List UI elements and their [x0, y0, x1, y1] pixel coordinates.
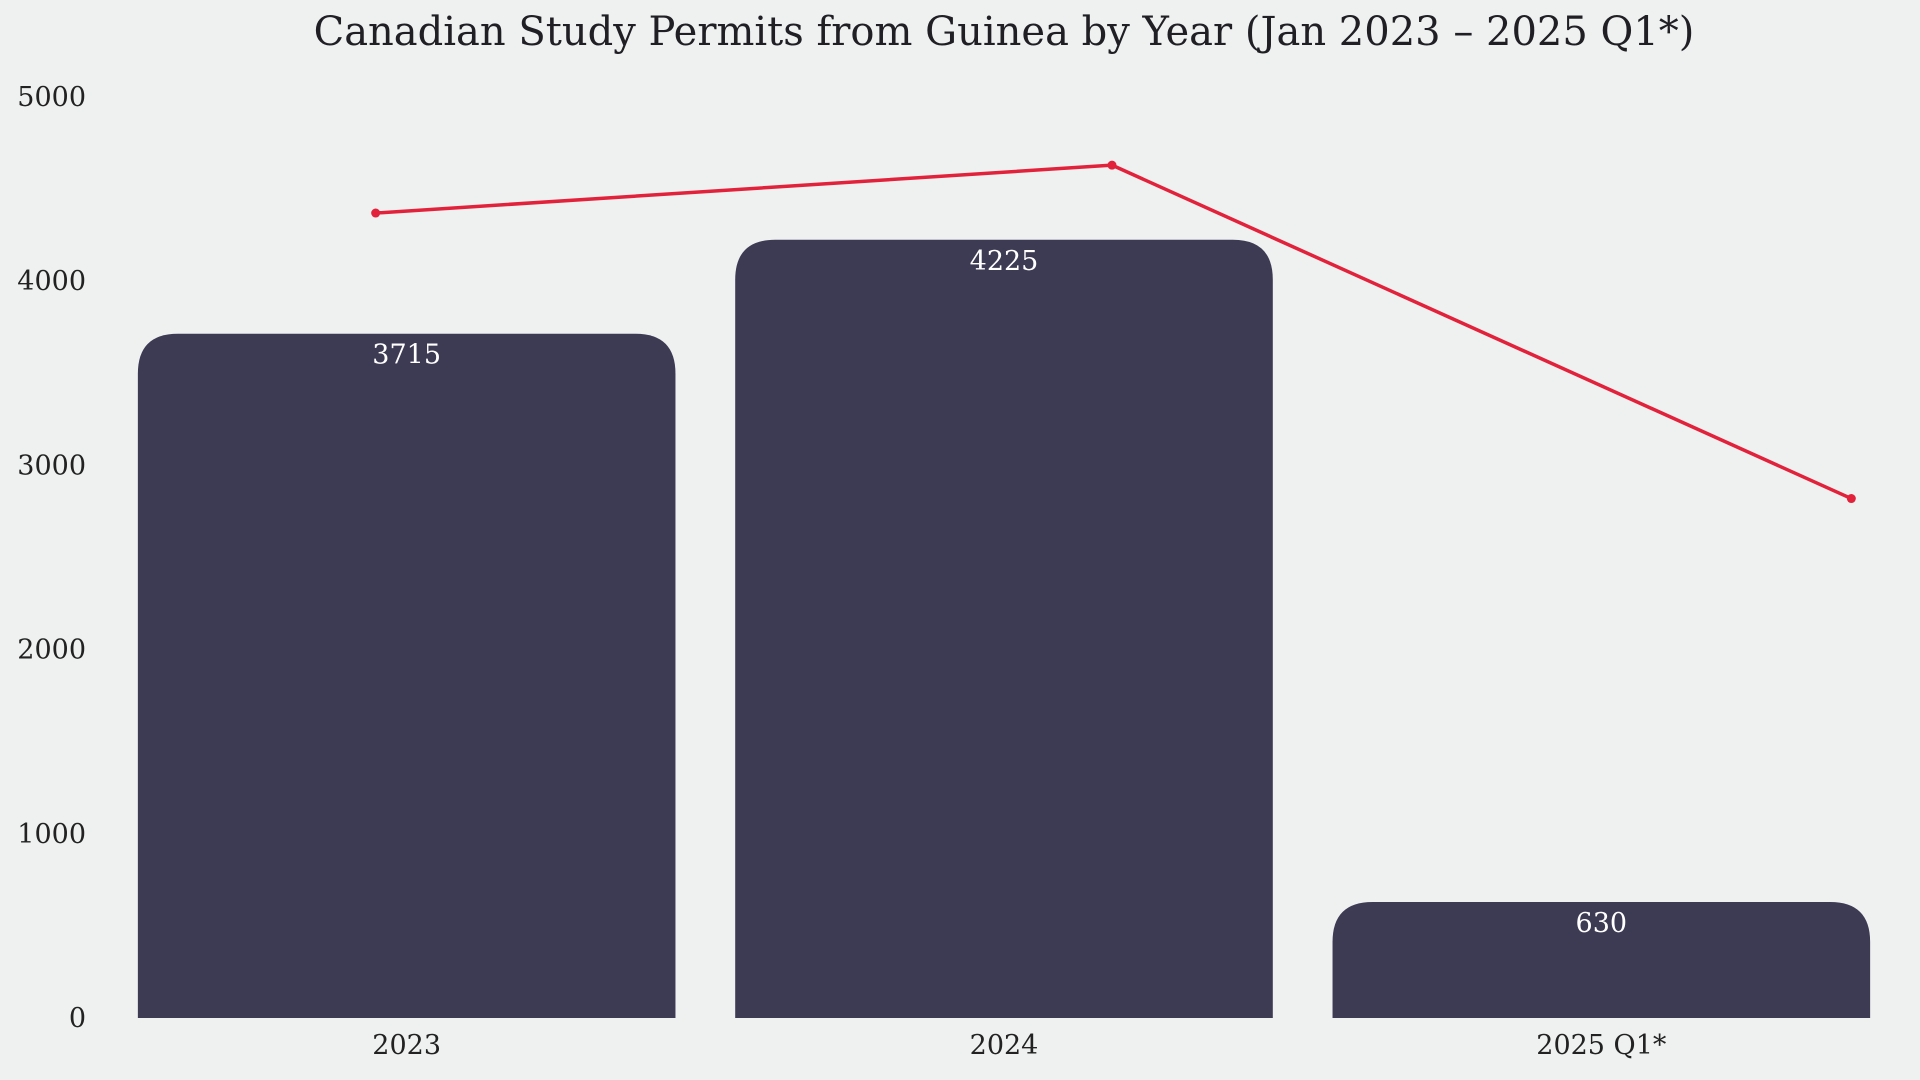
data-label: 4225: [970, 246, 1039, 277]
bar: [137, 333, 676, 1018]
bar: [735, 239, 1273, 1018]
trend-point: [371, 208, 381, 218]
data-label: 630: [1576, 908, 1628, 939]
y-axis: 0 1000 2000 3000 4000 5000: [17, 82, 86, 1034]
trend-point: [1846, 494, 1856, 504]
x-tick-label: 2023: [372, 1030, 441, 1061]
trend-point: [1107, 160, 1117, 170]
bars: 3715 4225 630: [137, 239, 1871, 1018]
data-label: 3715: [372, 340, 441, 371]
y-tick-label: 1000: [17, 819, 86, 850]
y-tick-label: 4000: [17, 266, 86, 297]
x-axis: 2023 2024 2025 Q1*: [372, 1030, 1667, 1061]
y-tick-label: 2000: [17, 635, 86, 666]
y-tick-label: 0: [69, 1003, 86, 1034]
trend-line-group: [371, 160, 1856, 504]
x-tick-label: 2025 Q1*: [1536, 1030, 1667, 1061]
y-tick-label: 5000: [17, 82, 86, 113]
chart-title: Canadian Study Permits from Guinea by Ye…: [314, 9, 1695, 55]
y-tick-label: 3000: [17, 450, 86, 481]
x-tick-label: 2024: [970, 1030, 1039, 1061]
bar: [1332, 901, 1871, 1018]
